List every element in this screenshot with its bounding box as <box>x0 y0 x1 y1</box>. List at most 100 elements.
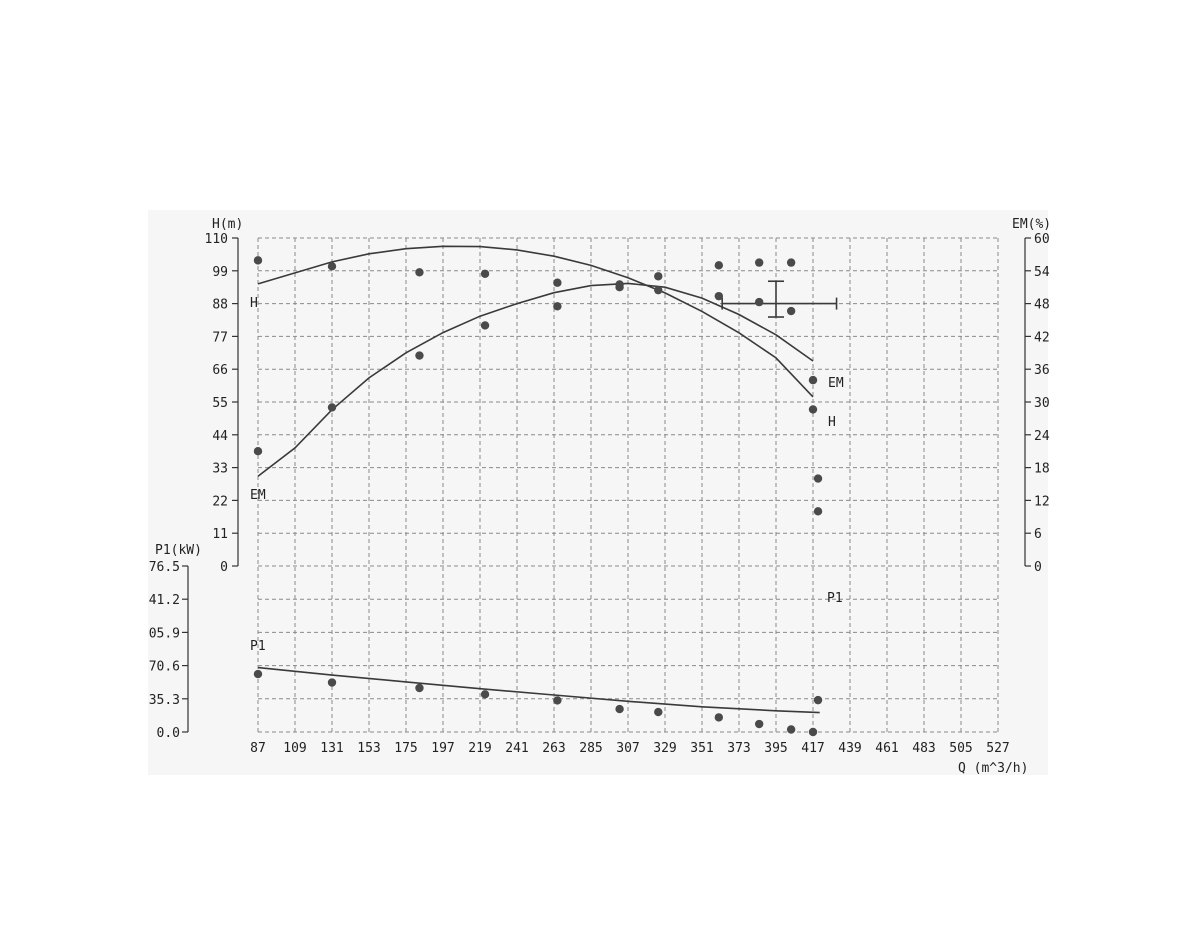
em-data-point <box>786 258 796 267</box>
h-data-point <box>808 405 818 414</box>
x-tick-label: 109 <box>283 741 306 756</box>
em-curve <box>257 282 814 477</box>
h-tick-label: 11 <box>212 527 228 542</box>
em-data-point <box>714 261 724 270</box>
h-data-point <box>654 285 663 295</box>
h-data-point <box>327 262 337 271</box>
x-tick-label: 417 <box>801 741 824 756</box>
em-tick-label: 0 <box>1034 560 1042 575</box>
x-tick-label: 241 <box>505 741 528 756</box>
grid <box>257 237 999 733</box>
h-data-point <box>253 256 263 265</box>
x-tick-label: 351 <box>690 741 713 756</box>
h-tick-label: 33 <box>212 462 228 477</box>
p1-tick-label: 76.5 <box>149 560 180 575</box>
h-tick-label: 55 <box>212 396 228 411</box>
em-curve-label-start: EM <box>250 488 266 503</box>
p1-data-point <box>615 704 624 714</box>
em-tick-label: 60 <box>1034 232 1050 247</box>
h-tick-label: 110 <box>205 232 228 247</box>
em-data-point <box>754 258 764 267</box>
x-tick-label: 373 <box>727 741 750 756</box>
h-tick-label: 44 <box>212 429 228 444</box>
p1-data-point <box>253 669 263 679</box>
em-curve-label-end: EM <box>828 376 844 391</box>
h-data-point <box>754 297 764 307</box>
p1-data-point <box>754 719 764 729</box>
h-data-point <box>553 278 562 287</box>
em-data-point <box>553 302 562 311</box>
p1-data-point <box>813 695 823 705</box>
x-tick-label: 197 <box>431 741 454 756</box>
x-tick-label: 87 <box>250 741 266 756</box>
x-tick-label: 285 <box>579 741 602 756</box>
p1-data-point <box>480 690 490 699</box>
p1-tick-label: 05.9 <box>149 626 180 641</box>
h-tick-label: 22 <box>212 494 228 509</box>
x-tick-label: 461 <box>875 741 898 756</box>
x-tick-label: 153 <box>357 741 380 756</box>
x-tick-label: 263 <box>542 741 565 756</box>
h-curve-label-end: H <box>828 415 836 430</box>
curves <box>257 245 838 714</box>
p1-curve-label-start: P1 <box>250 639 266 654</box>
p1-axis-title: P1(kW) <box>155 543 202 558</box>
axes <box>182 237 1031 733</box>
p1-data-point <box>786 725 796 734</box>
x-tick-label: 219 <box>468 741 491 756</box>
h-tick-label: 66 <box>212 363 228 378</box>
h-curve <box>257 245 814 398</box>
em-tick-label: 36 <box>1034 363 1050 378</box>
h-tick-label: 88 <box>212 298 228 313</box>
em-data-point <box>415 351 424 360</box>
labels: 87 109 131 153 175 197 219 241 263 285 307 329 351 37… <box>149 217 1051 776</box>
em-data-point <box>654 272 663 281</box>
em-tick-label: 30 <box>1034 396 1050 411</box>
x-tick-label: 307 <box>616 741 639 756</box>
h-tick-label: 77 <box>212 330 228 345</box>
h-data-point <box>714 291 724 301</box>
em-tick-label: 24 <box>1034 429 1050 444</box>
em-data-point <box>813 507 823 516</box>
em-data-point <box>327 403 337 412</box>
em-data-point <box>480 321 490 330</box>
em-axis-title: EM(%) <box>1012 217 1051 232</box>
p1-data-point <box>553 696 562 705</box>
x-tick-label: 483 <box>912 741 935 756</box>
data-points <box>253 256 823 737</box>
em-tick-label: 48 <box>1034 298 1050 313</box>
em-data-point <box>253 447 263 456</box>
p1-curve <box>257 666 820 714</box>
p1-data-point <box>654 707 663 717</box>
p1-data-point <box>808 727 818 737</box>
x-tick-label: 175 <box>394 741 417 756</box>
h-axis-title: H(m) <box>212 217 243 232</box>
p1-tick-label: 35.3 <box>149 693 180 708</box>
p1-data-point <box>714 713 724 722</box>
h-curve-label-start: H <box>250 296 258 311</box>
em-tick-label: 18 <box>1034 462 1050 477</box>
em-data-point <box>615 280 624 289</box>
x-tick-label: 439 <box>838 741 861 756</box>
em-data-point <box>813 474 823 483</box>
h-tick-label: 0 <box>220 560 228 575</box>
em-tick-label: 6 <box>1034 527 1042 542</box>
x-tick-label: 527 <box>986 741 1009 756</box>
h-tick-label: 99 <box>212 265 228 280</box>
x-tick-label: 329 <box>653 741 676 756</box>
h-data-point <box>415 268 424 277</box>
h-data-point <box>480 269 490 278</box>
p1-tick-label: 41.2 <box>149 593 180 608</box>
p1-curve-label-end: P1 <box>827 591 843 606</box>
x-tick-label: 395 <box>764 741 787 756</box>
p1-data-point <box>327 678 337 687</box>
em-tick-label: 12 <box>1034 494 1050 509</box>
p1-data-point <box>415 683 424 693</box>
x-axis-title: Q (m^3/h) <box>958 761 1028 776</box>
p1-tick-label: 70.6 <box>149 660 180 675</box>
em-tick-label: 42 <box>1034 330 1050 345</box>
scanned-chart-sheet <box>148 210 1048 775</box>
p1-tick-label: 0.0 <box>157 726 180 741</box>
h-data-point <box>786 306 796 316</box>
